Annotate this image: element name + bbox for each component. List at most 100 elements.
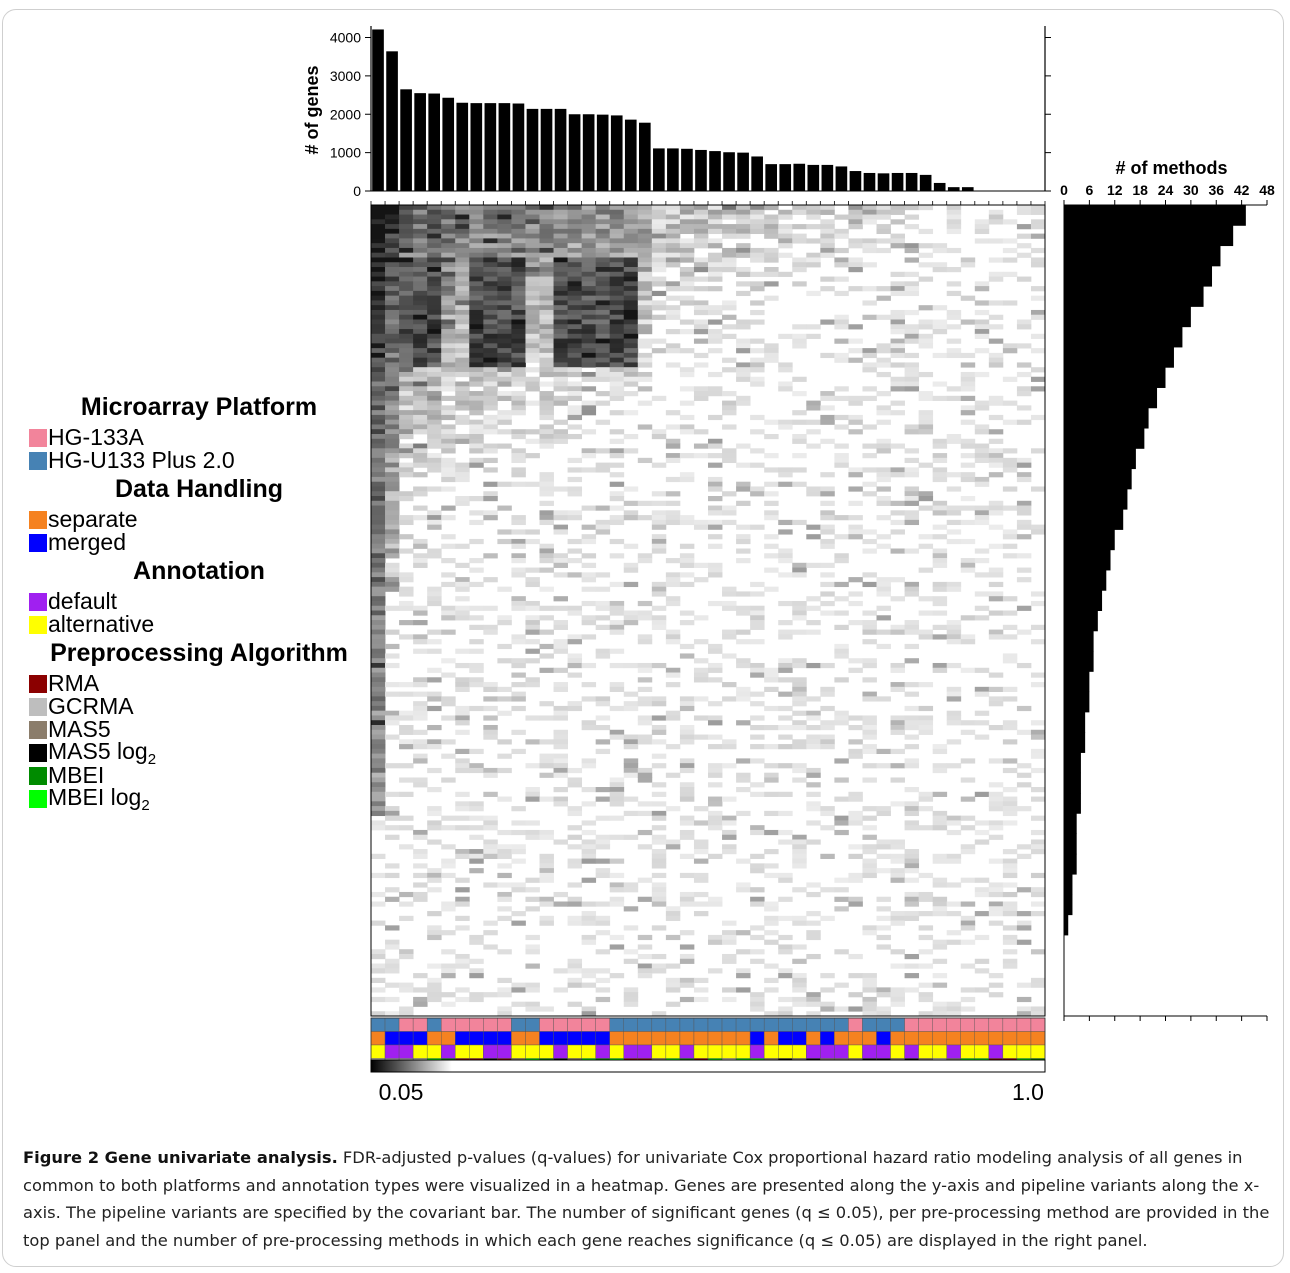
heatmap-cell: [722, 934, 737, 941]
heatmap-cell: [946, 639, 962, 645]
heatmap-cell: [623, 381, 639, 387]
heatmap-cell: [469, 667, 484, 673]
heatmap-cell: [679, 815, 695, 821]
heatmap-cell: [399, 262, 414, 268]
covariate-cell-platform: [988, 1017, 1004, 1032]
heatmap-cell: [595, 648, 611, 654]
heatmap-cell: [806, 801, 821, 807]
heatmap-cell: [904, 271, 920, 277]
heatmap-cell: [385, 968, 400, 974]
heatmap-cell: [792, 281, 807, 287]
top-bar: [372, 29, 384, 191]
heatmap-cell: [988, 362, 1004, 368]
heatmap-cell: [469, 858, 484, 864]
heatmap-cell: [483, 352, 498, 359]
heatmap-cell: [918, 419, 934, 425]
heatmap-cell: [904, 457, 920, 464]
heatmap-cell: [665, 510, 681, 516]
right-x-tick-label: 6: [1085, 182, 1093, 198]
heatmap-cell: [623, 338, 639, 344]
heatmap-cell: [764, 863, 779, 869]
heatmap-cell: [946, 620, 962, 626]
heatmap-cell: [665, 476, 681, 483]
covariate-cell-platform: [623, 1017, 638, 1032]
heatmap-cell: [539, 605, 554, 611]
heatmap-cell: [595, 586, 611, 592]
heatmap-cell: [385, 734, 400, 740]
heatmap-cell: [764, 763, 779, 769]
heatmap-cell: [651, 429, 667, 435]
heatmap-cell: [708, 763, 723, 769]
heatmap-cell: [778, 600, 793, 607]
top-y-tick-label: 3000: [330, 68, 361, 84]
heatmap-cell: [567, 371, 583, 378]
heatmap-cell: [483, 333, 498, 339]
heatmap-cell: [511, 228, 526, 235]
heatmap-cell: [497, 443, 512, 449]
heatmap-cell: [497, 324, 512, 330]
heatmap-cell: [623, 352, 639, 359]
heatmap-cell: [1002, 419, 1018, 425]
heatmap-cell: [441, 367, 456, 373]
heatmap-cell: [651, 543, 667, 549]
heatmap-cell: [736, 486, 751, 492]
heatmap-cell: [988, 891, 1004, 898]
heatmap-cell: [764, 295, 779, 301]
heatmap-cell: [665, 844, 681, 850]
heatmap-cell: [497, 362, 512, 368]
heatmap-cell: [455, 887, 470, 893]
heatmap-cell: [750, 934, 765, 941]
heatmap-cell: [862, 834, 877, 840]
legend-label: RMA: [48, 670, 99, 697]
heatmap-cell: [918, 872, 934, 879]
heatmap-cell: [665, 314, 681, 320]
heatmap-cell: [665, 362, 681, 368]
heatmap-cell: [413, 973, 428, 979]
heatmap-cell: [371, 777, 386, 783]
heatmap-cell: [708, 505, 723, 511]
heatmap-cell: [399, 381, 414, 387]
heatmap-cell: [511, 858, 526, 864]
heatmap-cell: [918, 720, 934, 726]
heatmap-cell: [1016, 224, 1032, 230]
heatmap-cell: [932, 267, 948, 273]
right-bar: [1064, 529, 1115, 551]
heatmap-cell: [862, 639, 877, 645]
covariate-cell-platform: [1002, 1017, 1018, 1032]
heatmap-cell: [637, 300, 653, 306]
heatmap-cell: [455, 543, 470, 549]
heatmap-cell: [637, 829, 653, 836]
heatmap-cell: [651, 491, 667, 497]
heatmap-cell: [385, 486, 400, 492]
heatmap-cell: [483, 853, 498, 859]
heatmap-cell: [904, 333, 920, 339]
heatmap-cell: [525, 324, 540, 330]
heatmap-cell: [609, 686, 625, 692]
heatmap-cell: [413, 214, 428, 220]
heatmap-cell: [567, 228, 583, 235]
legend-swatch: [29, 592, 47, 611]
heatmap-cell: [399, 724, 414, 731]
heatmap-cell: [778, 362, 793, 368]
heatmap-cell: [651, 305, 667, 311]
heatmap-cell: [469, 367, 484, 373]
heatmap-cell: [413, 381, 428, 387]
heatmap-cell: [651, 953, 667, 960]
heatmap-cell: [946, 720, 962, 726]
heatmap-cell: [497, 391, 512, 397]
heatmap-cell: [385, 515, 400, 521]
heatmap-cell: [581, 448, 597, 454]
heatmap-cell: [371, 710, 386, 716]
heatmap-cell: [567, 324, 583, 330]
covariate-cell-annotation: [735, 1044, 751, 1059]
heatmap-cell: [539, 424, 554, 430]
heatmap-cell: [806, 772, 821, 778]
heatmap-cell: [525, 677, 540, 683]
heatmap-cell: [876, 906, 891, 912]
heatmap-cell: [623, 209, 639, 215]
heatmap-cell: [862, 453, 877, 459]
heatmap-cell: [778, 481, 793, 487]
heatmap-cell: [806, 696, 821, 702]
heatmap-cell: [862, 581, 877, 588]
heatmap-cell: [693, 443, 709, 449]
